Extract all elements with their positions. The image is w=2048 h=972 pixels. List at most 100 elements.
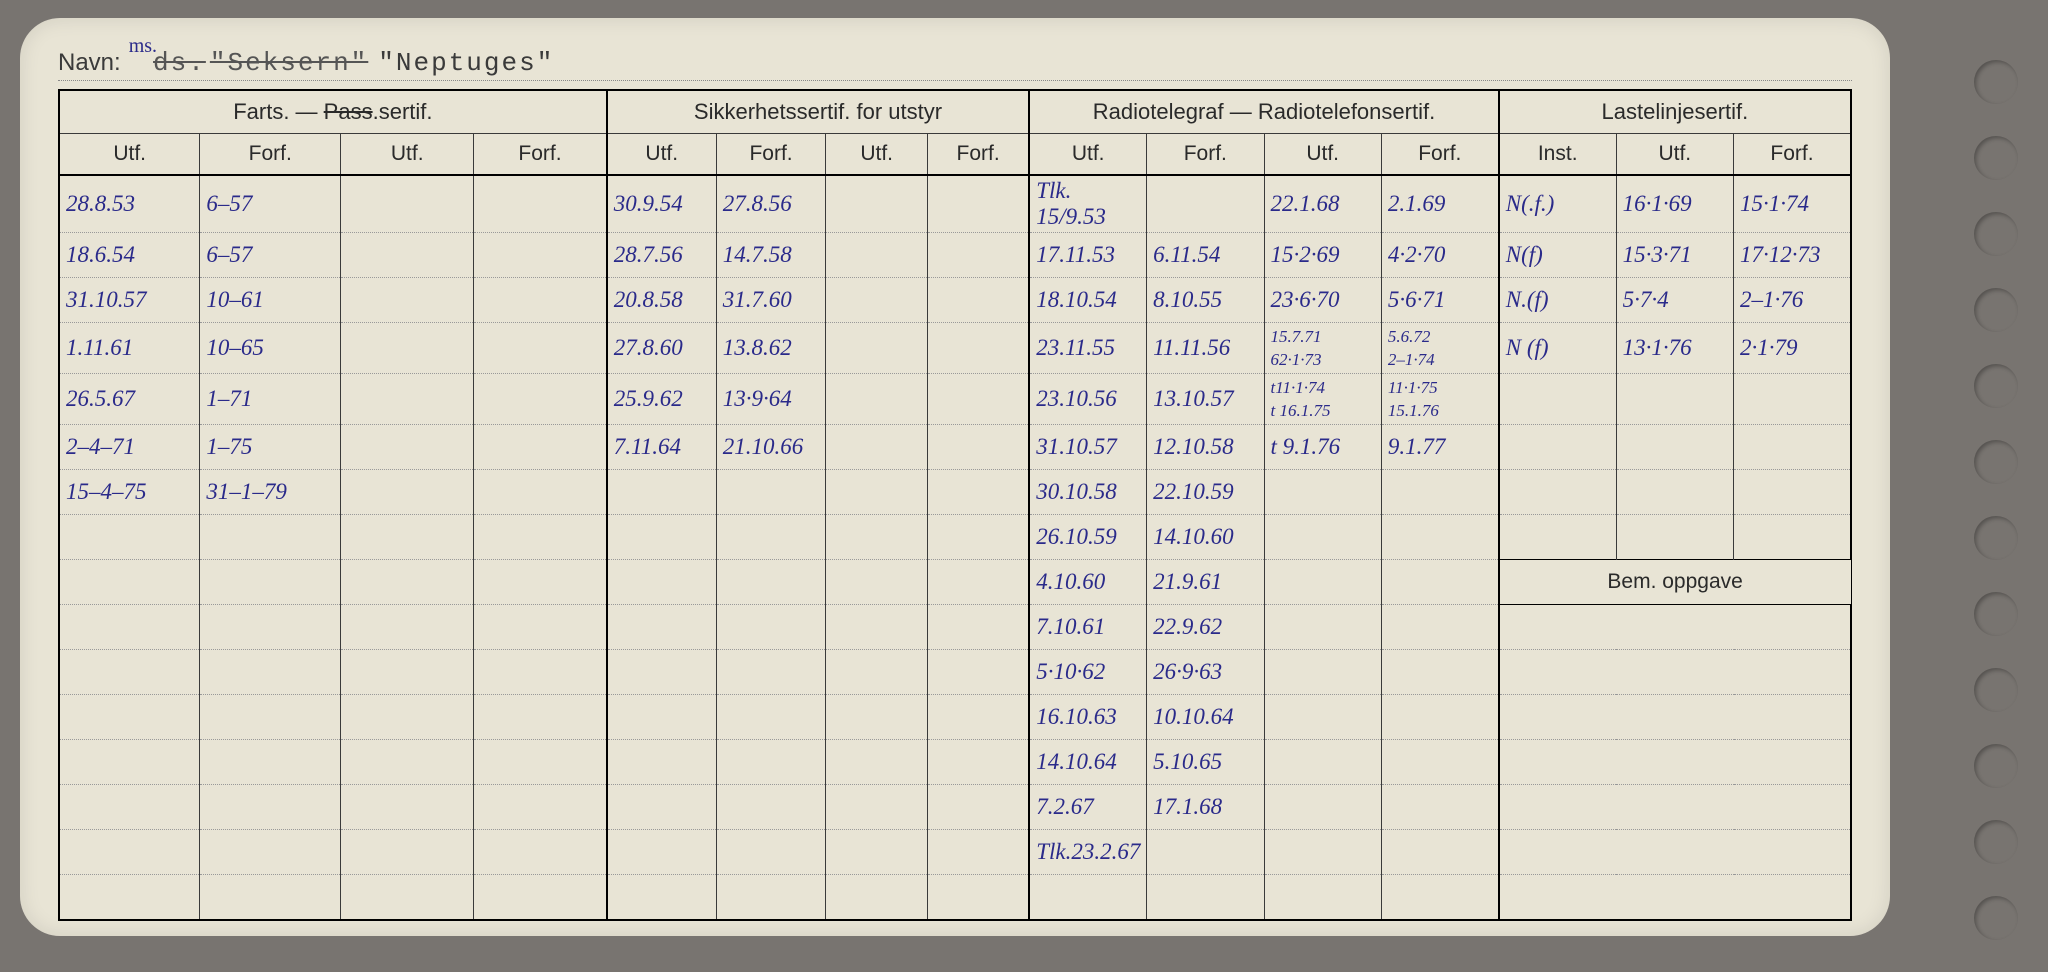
cell: 6.11.54 bbox=[1147, 233, 1264, 278]
cell: 26·9·63 bbox=[1147, 650, 1264, 695]
cell bbox=[341, 560, 474, 605]
cell bbox=[474, 374, 607, 425]
cell bbox=[200, 560, 341, 605]
cell: 15–4–75 bbox=[59, 470, 200, 515]
cell bbox=[200, 740, 341, 785]
col-utf: Utf. bbox=[1029, 134, 1146, 176]
cell bbox=[928, 470, 1030, 515]
cell: 14.7.58 bbox=[716, 233, 826, 278]
cell: 22.10.59 bbox=[1147, 470, 1264, 515]
cell bbox=[826, 425, 928, 470]
cell bbox=[200, 605, 341, 650]
binder-holes bbox=[1974, 60, 2018, 972]
cell bbox=[1734, 425, 1852, 470]
cell bbox=[1499, 515, 1616, 560]
cell bbox=[607, 650, 717, 695]
cell bbox=[826, 233, 928, 278]
cell bbox=[1616, 515, 1733, 560]
col-forf: Forf. bbox=[1381, 134, 1498, 176]
cell: 13.10.57 bbox=[1147, 374, 1264, 425]
cell bbox=[474, 278, 607, 323]
cell bbox=[928, 515, 1030, 560]
cell bbox=[474, 323, 607, 374]
bem-cell bbox=[1499, 830, 1851, 875]
cell: 1–71 bbox=[200, 374, 341, 425]
cell bbox=[826, 175, 928, 233]
cell: 14.10.64 bbox=[1029, 740, 1146, 785]
cell: 23·6·70 bbox=[1264, 278, 1381, 323]
cell bbox=[826, 470, 928, 515]
cell: 9.1.77 bbox=[1381, 425, 1498, 470]
bem-cell bbox=[1499, 605, 1851, 650]
cell bbox=[607, 560, 717, 605]
cell bbox=[607, 875, 717, 921]
cell bbox=[607, 605, 717, 650]
cell bbox=[341, 278, 474, 323]
cell bbox=[474, 650, 607, 695]
cell: N(.f.) bbox=[1499, 175, 1616, 233]
cell: 16.10.63 bbox=[1029, 695, 1146, 740]
cell bbox=[341, 470, 474, 515]
cell bbox=[341, 425, 474, 470]
cell: 31.10.57 bbox=[59, 278, 200, 323]
cell: 22.9.62 bbox=[1147, 605, 1264, 650]
cell bbox=[928, 830, 1030, 875]
cell bbox=[200, 650, 341, 695]
cell bbox=[928, 650, 1030, 695]
cell bbox=[59, 695, 200, 740]
col-forf: Forf. bbox=[1734, 134, 1852, 176]
cell: 11·1·7515.1.76 bbox=[1381, 374, 1498, 425]
cell bbox=[826, 515, 928, 560]
table-row: 26.5.671–7125.9.6213·9·6423.10.5613.10.5… bbox=[59, 374, 1851, 425]
cell: 15·3·71 bbox=[1616, 233, 1733, 278]
cell: 17·12·73 bbox=[1734, 233, 1852, 278]
cell: N (f) bbox=[1499, 323, 1616, 374]
group-radio: Radiotelegraf — Radiotelefonsertif. bbox=[1029, 90, 1499, 134]
struck-ds: ds. bbox=[153, 48, 206, 78]
cell: 8.10.55 bbox=[1147, 278, 1264, 323]
navn-label: Navn: bbox=[58, 49, 121, 77]
table-row: 7.10.6122.9.62 bbox=[59, 605, 1851, 650]
col-utf: Utf. bbox=[341, 134, 474, 176]
cell bbox=[607, 470, 717, 515]
cell bbox=[826, 278, 928, 323]
cell: N(f) bbox=[1499, 233, 1616, 278]
cell: 28.7.56 bbox=[607, 233, 717, 278]
col-utf: Utf. bbox=[607, 134, 717, 176]
cell bbox=[341, 374, 474, 425]
cell: 21.10.66 bbox=[716, 425, 826, 470]
col-utf: Utf. bbox=[59, 134, 200, 176]
cell: 13·9·64 bbox=[716, 374, 826, 425]
cell bbox=[200, 515, 341, 560]
table-row: 4.10.6021.9.61Bem. oppgave bbox=[59, 560, 1851, 605]
cell: 12.10.58 bbox=[1147, 425, 1264, 470]
cell bbox=[341, 695, 474, 740]
cell bbox=[1381, 470, 1498, 515]
cell: 18.6.54 bbox=[59, 233, 200, 278]
cell bbox=[928, 605, 1030, 650]
cell: 2–4–71 bbox=[59, 425, 200, 470]
cell bbox=[1499, 374, 1616, 425]
cell: 2.1.69 bbox=[1381, 175, 1498, 233]
cell: 20.8.58 bbox=[607, 278, 717, 323]
table-row: 1.11.6110–6527.8.6013.8.6223.11.5511.11.… bbox=[59, 323, 1851, 374]
cell bbox=[928, 425, 1030, 470]
cell bbox=[928, 374, 1030, 425]
cell bbox=[341, 175, 474, 233]
cell bbox=[1029, 875, 1146, 921]
cell: 17.11.53 bbox=[1029, 233, 1146, 278]
cell: 15·1·74 bbox=[1734, 175, 1852, 233]
cell bbox=[1147, 875, 1264, 921]
cell bbox=[716, 650, 826, 695]
cell: 11.11.56 bbox=[1147, 323, 1264, 374]
cell: 17.1.68 bbox=[1147, 785, 1264, 830]
cell bbox=[341, 740, 474, 785]
bem-cell bbox=[1499, 740, 1851, 785]
cell bbox=[59, 515, 200, 560]
cell bbox=[474, 740, 607, 785]
cell bbox=[474, 233, 607, 278]
cell bbox=[1264, 740, 1381, 785]
ms-annotation: ms. bbox=[129, 35, 157, 58]
cell bbox=[474, 830, 607, 875]
cell bbox=[928, 740, 1030, 785]
